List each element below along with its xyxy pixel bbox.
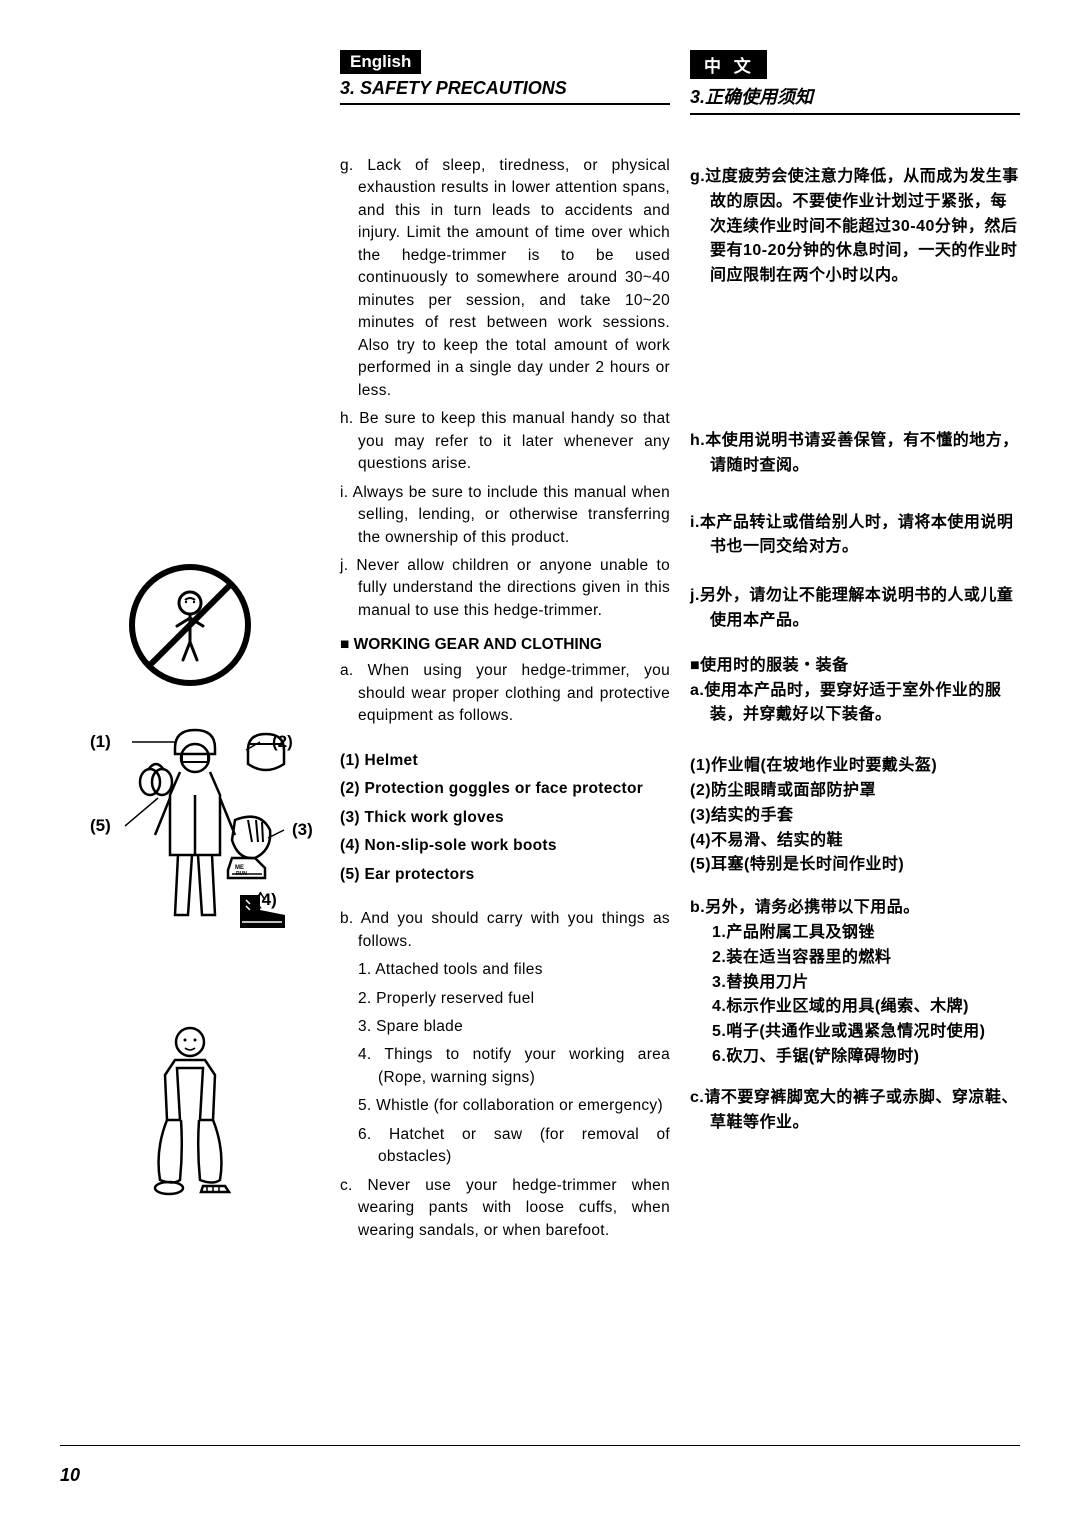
- cn-carry-3: 3.替换用刀片: [690, 971, 1020, 996]
- en-item-h: h. Be sure to keep this manual handy so …: [340, 408, 670, 475]
- en-carry-3: 3. Spare blade: [340, 1016, 670, 1038]
- cn-gear-5: (5)耳塞(特别是长时间作业时): [690, 853, 1020, 878]
- en-carry-5: 5. Whistle (for collaboration or emergen…: [340, 1095, 670, 1117]
- en-item-g: g. Lack of sleep, tiredness, or physical…: [340, 155, 670, 402]
- illustration-column: ME RUN (1) (2) (3) (4) (5): [60, 50, 320, 1430]
- en-carry-2: 2. Properly reserved fuel: [340, 988, 670, 1010]
- svg-text:RUN: RUN: [236, 871, 247, 877]
- en-carry-4: 4. Things to notify your working area (R…: [340, 1044, 670, 1089]
- cn-carry-1: 1.产品附属工具及钢锉: [690, 921, 1020, 946]
- loose-pants-icon: [125, 1020, 255, 1200]
- cn-carry-5: 5.哨子(共通作业或遇紧急情况时使用): [690, 1020, 1020, 1045]
- english-lang-tag: English: [340, 50, 421, 74]
- ppe-label-3: (3): [292, 820, 313, 840]
- cn-gear-4: (4)不易滑、结实的鞋: [690, 829, 1020, 854]
- footer-divider: [60, 1445, 1020, 1446]
- cn-gear-b: b.另外，请务必携带以下用品。: [690, 896, 1020, 921]
- ppe-label-2: (2): [272, 732, 293, 752]
- en-gear-1: (1) Helmet: [340, 750, 670, 772]
- en-gear-a: a. When using your hedge-trimmer, you sh…: [340, 660, 670, 727]
- ppe-label-4: (4): [256, 890, 277, 910]
- en-carry-6: 6. Hatchet or saw (for removal of obstac…: [340, 1124, 670, 1169]
- cn-carry-2: 2.装在适当容器里的燃料: [690, 946, 1020, 971]
- en-gear-5: (5) Ear protectors: [340, 864, 670, 886]
- ppe-diagram: ME RUN (1) (2) (3) (4) (5): [60, 720, 320, 960]
- chinese-section-title: 3.正确使用须知: [690, 83, 1020, 115]
- cn-item-h: h.本使用说明书请妥善保管，有不懂的地方，请随时查阅。: [690, 429, 1020, 479]
- en-gear-2: (2) Protection goggles or face protector: [340, 778, 670, 800]
- chinese-column: 中 文 3.正确使用须知 g.过度疲劳会使注意力降低，从而成为发生事故的原因。不…: [690, 50, 1020, 1430]
- english-column: English 3. SAFETY PRECAUTIONS g. Lack of…: [340, 50, 670, 1430]
- en-gear-c: c. Never use your hedge-trimmer when wea…: [340, 1175, 670, 1242]
- en-gear-4: (4) Non-slip-sole work boots: [340, 835, 670, 857]
- en-item-j: j. Never allow children or anyone unable…: [340, 555, 670, 622]
- cn-gear-c: c.请不要穿裤脚宽大的裤子或赤脚、穿凉鞋、草鞋等作业。: [690, 1086, 1020, 1136]
- ppe-label-1: (1): [90, 732, 111, 752]
- cn-carry-4: 4.标示作业区域的用具(绳索、木牌): [690, 995, 1020, 1020]
- cn-gear-heading: ■使用时的服装・装备: [690, 654, 1020, 679]
- en-gear-b: b. And you should carry with you things …: [340, 908, 670, 953]
- en-carry-1: 1. Attached tools and files: [340, 959, 670, 981]
- en-gear-3: (3) Thick work gloves: [340, 807, 670, 829]
- cn-gear-3: (3)结实的手套: [690, 804, 1020, 829]
- ppe-label-5: (5): [90, 816, 111, 836]
- cn-gear-a: a.使用本产品时，要穿好适于室外作业的服装，并穿戴好以下装备。: [690, 679, 1020, 729]
- cn-gear-1: (1)作业帽(在坡地作业时要戴头盔): [690, 754, 1020, 779]
- cn-item-i: i.本产品转让或借给别人时，请将本使用说明书也一同交给对方。: [690, 511, 1020, 561]
- page-number: 10: [60, 1465, 80, 1486]
- english-section-title: 3. SAFETY PRECAUTIONS: [340, 78, 670, 105]
- cn-gear-2: (2)防尘眼睛或面部防护罩: [690, 779, 1020, 804]
- en-gear-heading: ■ WORKING GEAR AND CLOTHING: [340, 636, 670, 654]
- cn-item-j: j.另外，请勿让不能理解本说明书的人或儿童使用本产品。: [690, 584, 1020, 634]
- cn-item-g: g.过度疲劳会使注意力降低，从而成为发生事故的原因。不要使作业计划过于紧张，每次…: [690, 165, 1020, 289]
- cn-carry-6: 6.砍刀、手锯(铲除障碍物时): [690, 1045, 1020, 1070]
- no-children-icon: [125, 560, 255, 690]
- chinese-lang-tag: 中 文: [690, 50, 767, 79]
- en-item-i: i. Always be sure to include this manual…: [340, 482, 670, 549]
